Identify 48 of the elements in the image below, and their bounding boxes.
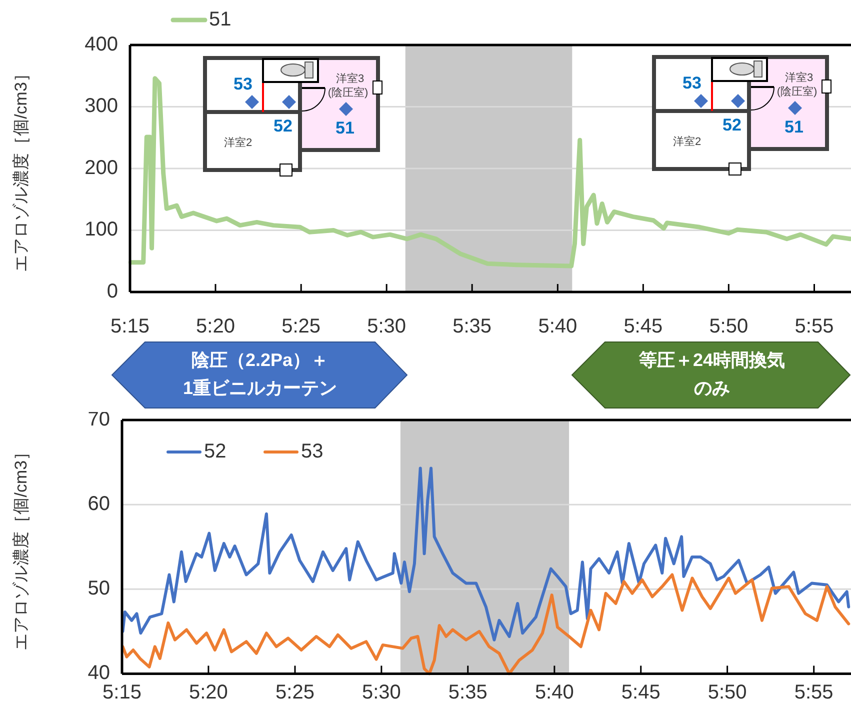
x-tick-label: 5:35	[452, 315, 492, 338]
annotation: 52	[722, 115, 742, 134]
x-tick-label: 5:35	[448, 681, 488, 704]
x-tick-label: 5:30	[362, 681, 401, 704]
line-series	[121, 466, 850, 642]
text: のみ	[694, 378, 730, 398]
text: 陰圧（2.2Pa）＋	[191, 350, 329, 370]
x-tick-label: 5:50	[709, 315, 748, 338]
y-tick-label: 200	[84, 156, 118, 179]
x-tick-label: 5:45	[624, 315, 663, 338]
y-axis-title: エアロゾル濃度［個/cm3］	[11, 443, 30, 650]
annotation: 51	[336, 118, 354, 138]
y-tick-label: 0	[106, 280, 118, 302]
x-tick-label: 5:20	[196, 315, 235, 338]
text: 1重ビニルカーテン	[182, 378, 338, 398]
x-tick-label: 5:30	[367, 315, 406, 338]
annotation: 洋室3	[784, 70, 814, 84]
annotation: 52	[274, 116, 292, 136]
legend-label: 51	[209, 8, 232, 30]
y-tick-label: 300	[84, 95, 118, 118]
annotation: 洋室2	[672, 134, 702, 148]
legend-label: 52	[204, 440, 226, 462]
x-tick-label: 5:40	[534, 681, 574, 704]
annotation: 51	[784, 117, 804, 136]
y-tick-label: 60	[88, 492, 110, 515]
annotation: 53	[234, 74, 252, 94]
y-axis-title: エアロゾル濃度［個/cm3］	[11, 65, 30, 272]
annotation: (陰圧室)	[328, 86, 368, 99]
x-tick-label: 5:15	[102, 681, 142, 704]
x-tick-label: 5:25	[276, 681, 314, 704]
x-tick-label: 5:15	[110, 315, 150, 338]
x-tick-label: 5:20	[188, 681, 228, 704]
x-tick-label: 5:25	[282, 315, 321, 338]
annotation: (陰圧室)	[776, 84, 818, 98]
annotation: 洋室2	[224, 136, 252, 149]
x-tick-label: 5:55	[794, 681, 834, 704]
y-tick-label: 40	[88, 662, 110, 684]
annotation: 洋室3	[336, 72, 364, 85]
x-tick-label: 5:50	[708, 681, 747, 704]
y-tick-label: 400	[84, 33, 118, 56]
x-tick-label: 5:55	[794, 315, 834, 338]
x-tick-label: 5:40	[538, 315, 578, 338]
annotation: 53	[682, 73, 702, 92]
x-tick-label: 5:45	[621, 681, 660, 704]
y-tick-label: 100	[84, 218, 118, 241]
legend-label: 53	[301, 440, 324, 462]
text: 等圧＋24時間換気	[638, 350, 786, 370]
y-tick-label: 50	[88, 577, 110, 600]
